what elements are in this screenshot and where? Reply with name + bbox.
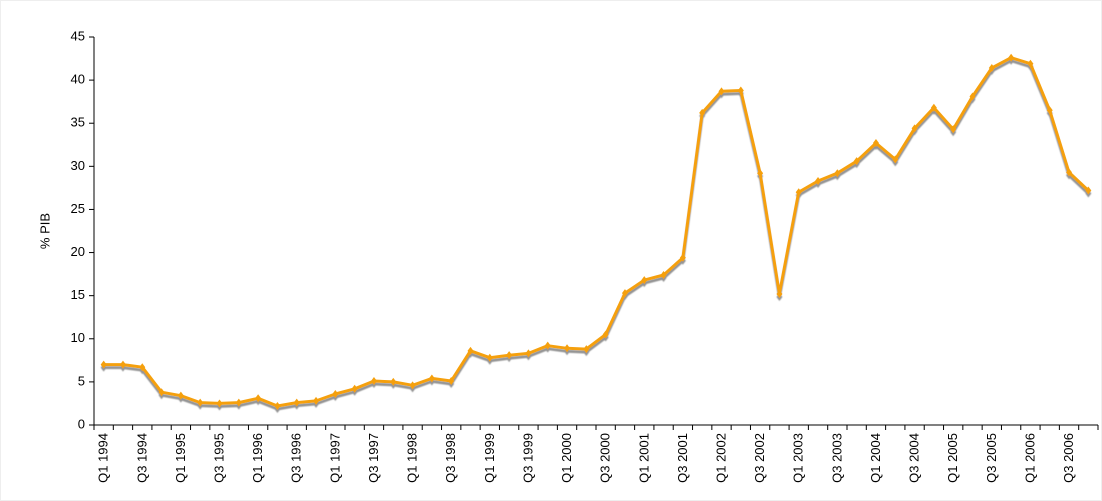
- x-tick-label: Q3 2006: [1061, 433, 1076, 483]
- marker: [158, 388, 165, 397]
- marker: [795, 188, 802, 197]
- x-tick-label: Q3 2005: [984, 433, 999, 483]
- marker: [892, 155, 899, 164]
- marker: [139, 363, 146, 372]
- marker: [872, 139, 879, 148]
- marker: [119, 360, 126, 369]
- marker: [544, 341, 551, 350]
- marker: [718, 87, 725, 96]
- marker: [293, 398, 300, 407]
- x-tick-label: Q3 2002: [752, 433, 767, 483]
- x-tick-label: Q1 2001: [636, 433, 651, 483]
- y-tick-label: 35: [71, 115, 85, 130]
- marker: [660, 270, 667, 279]
- marker: [100, 360, 107, 369]
- marker: [911, 124, 918, 133]
- line: [103, 56, 1090, 408]
- x-tick-label: Q1 2004: [868, 433, 883, 483]
- marker: [525, 349, 532, 358]
- y-tick-label: 25: [71, 201, 85, 216]
- x-tick-label: Q1 2005: [945, 433, 960, 483]
- marker: [815, 176, 822, 185]
- x-tick-label: Q3 2000: [598, 433, 613, 483]
- x-tick-label: Q1 1999: [482, 433, 497, 483]
- marker: [448, 377, 455, 386]
- marker: [255, 394, 262, 403]
- y-tick-label: 40: [71, 72, 85, 87]
- x-tick-label: Q3 1997: [366, 433, 381, 483]
- marker: [950, 125, 957, 134]
- y-tick-label: 10: [71, 330, 85, 345]
- marker: [1027, 59, 1034, 68]
- x-tick-label: Q3 1996: [289, 433, 304, 483]
- marker: [506, 351, 513, 360]
- marker: [1066, 168, 1073, 177]
- marker: [467, 346, 474, 355]
- marker: [564, 344, 571, 353]
- marker: [332, 389, 339, 398]
- marker: [737, 86, 744, 95]
- marker: [216, 399, 223, 408]
- x-tick-label: Q1 1996: [250, 433, 265, 483]
- y-tick-label: 5: [78, 373, 85, 388]
- marker: [699, 108, 706, 117]
- marker: [930, 103, 937, 112]
- marker: [274, 402, 281, 411]
- marker: [409, 381, 416, 390]
- marker: [197, 398, 204, 407]
- marker: [390, 377, 397, 386]
- x-tick-label: Q3 2001: [675, 433, 690, 483]
- marker: [351, 384, 358, 393]
- x-tick-label: Q3 2003: [829, 433, 844, 483]
- marker: [853, 157, 860, 166]
- x-tick-label: Q1 1998: [405, 433, 420, 483]
- marker: [428, 374, 435, 383]
- marker: [1008, 53, 1015, 62]
- marker: [177, 391, 184, 400]
- x-tick-label: Q1 1997: [327, 433, 342, 483]
- marker: [486, 353, 493, 362]
- x-tick-label: Q1 1995: [173, 433, 188, 483]
- marker: [988, 64, 995, 73]
- y-tick-label: 20: [71, 244, 85, 259]
- x-tick-label: Q3 2004: [907, 433, 922, 483]
- x-tick-label: Q3 1995: [212, 433, 227, 483]
- marker: [1085, 186, 1092, 195]
- x-tick-label: Q1 2000: [559, 433, 574, 483]
- y-axis-title: % PIB: [37, 213, 52, 249]
- marker: [235, 398, 242, 407]
- marker: [834, 169, 841, 178]
- x-tick-label: Q3 1994: [134, 433, 149, 483]
- y-tick-label: 45: [71, 28, 85, 43]
- y-tick-label: 0: [78, 416, 85, 431]
- marker: [679, 253, 686, 262]
- marker: [583, 345, 590, 354]
- marker: [757, 169, 764, 178]
- marker: [969, 92, 976, 101]
- marker: [313, 396, 320, 405]
- marker: [641, 276, 648, 285]
- x-tick-label: Q1 2002: [714, 433, 729, 483]
- x-tick-label: Q1 2003: [791, 433, 806, 483]
- x-tick-label: Q1 1994: [96, 433, 111, 483]
- marker: [370, 377, 377, 386]
- x-tick-label: Q1 2006: [1022, 433, 1037, 483]
- x-tick-label: Q3 1998: [443, 433, 458, 483]
- x-tick-label: Q3 1999: [520, 433, 535, 483]
- marker: [621, 289, 628, 298]
- marker: [1046, 106, 1053, 115]
- marker: [602, 330, 609, 339]
- y-tick-label: 30: [71, 158, 85, 173]
- marker: [776, 289, 783, 298]
- y-tick-label: 15: [71, 287, 85, 302]
- series: [100, 53, 1092, 411]
